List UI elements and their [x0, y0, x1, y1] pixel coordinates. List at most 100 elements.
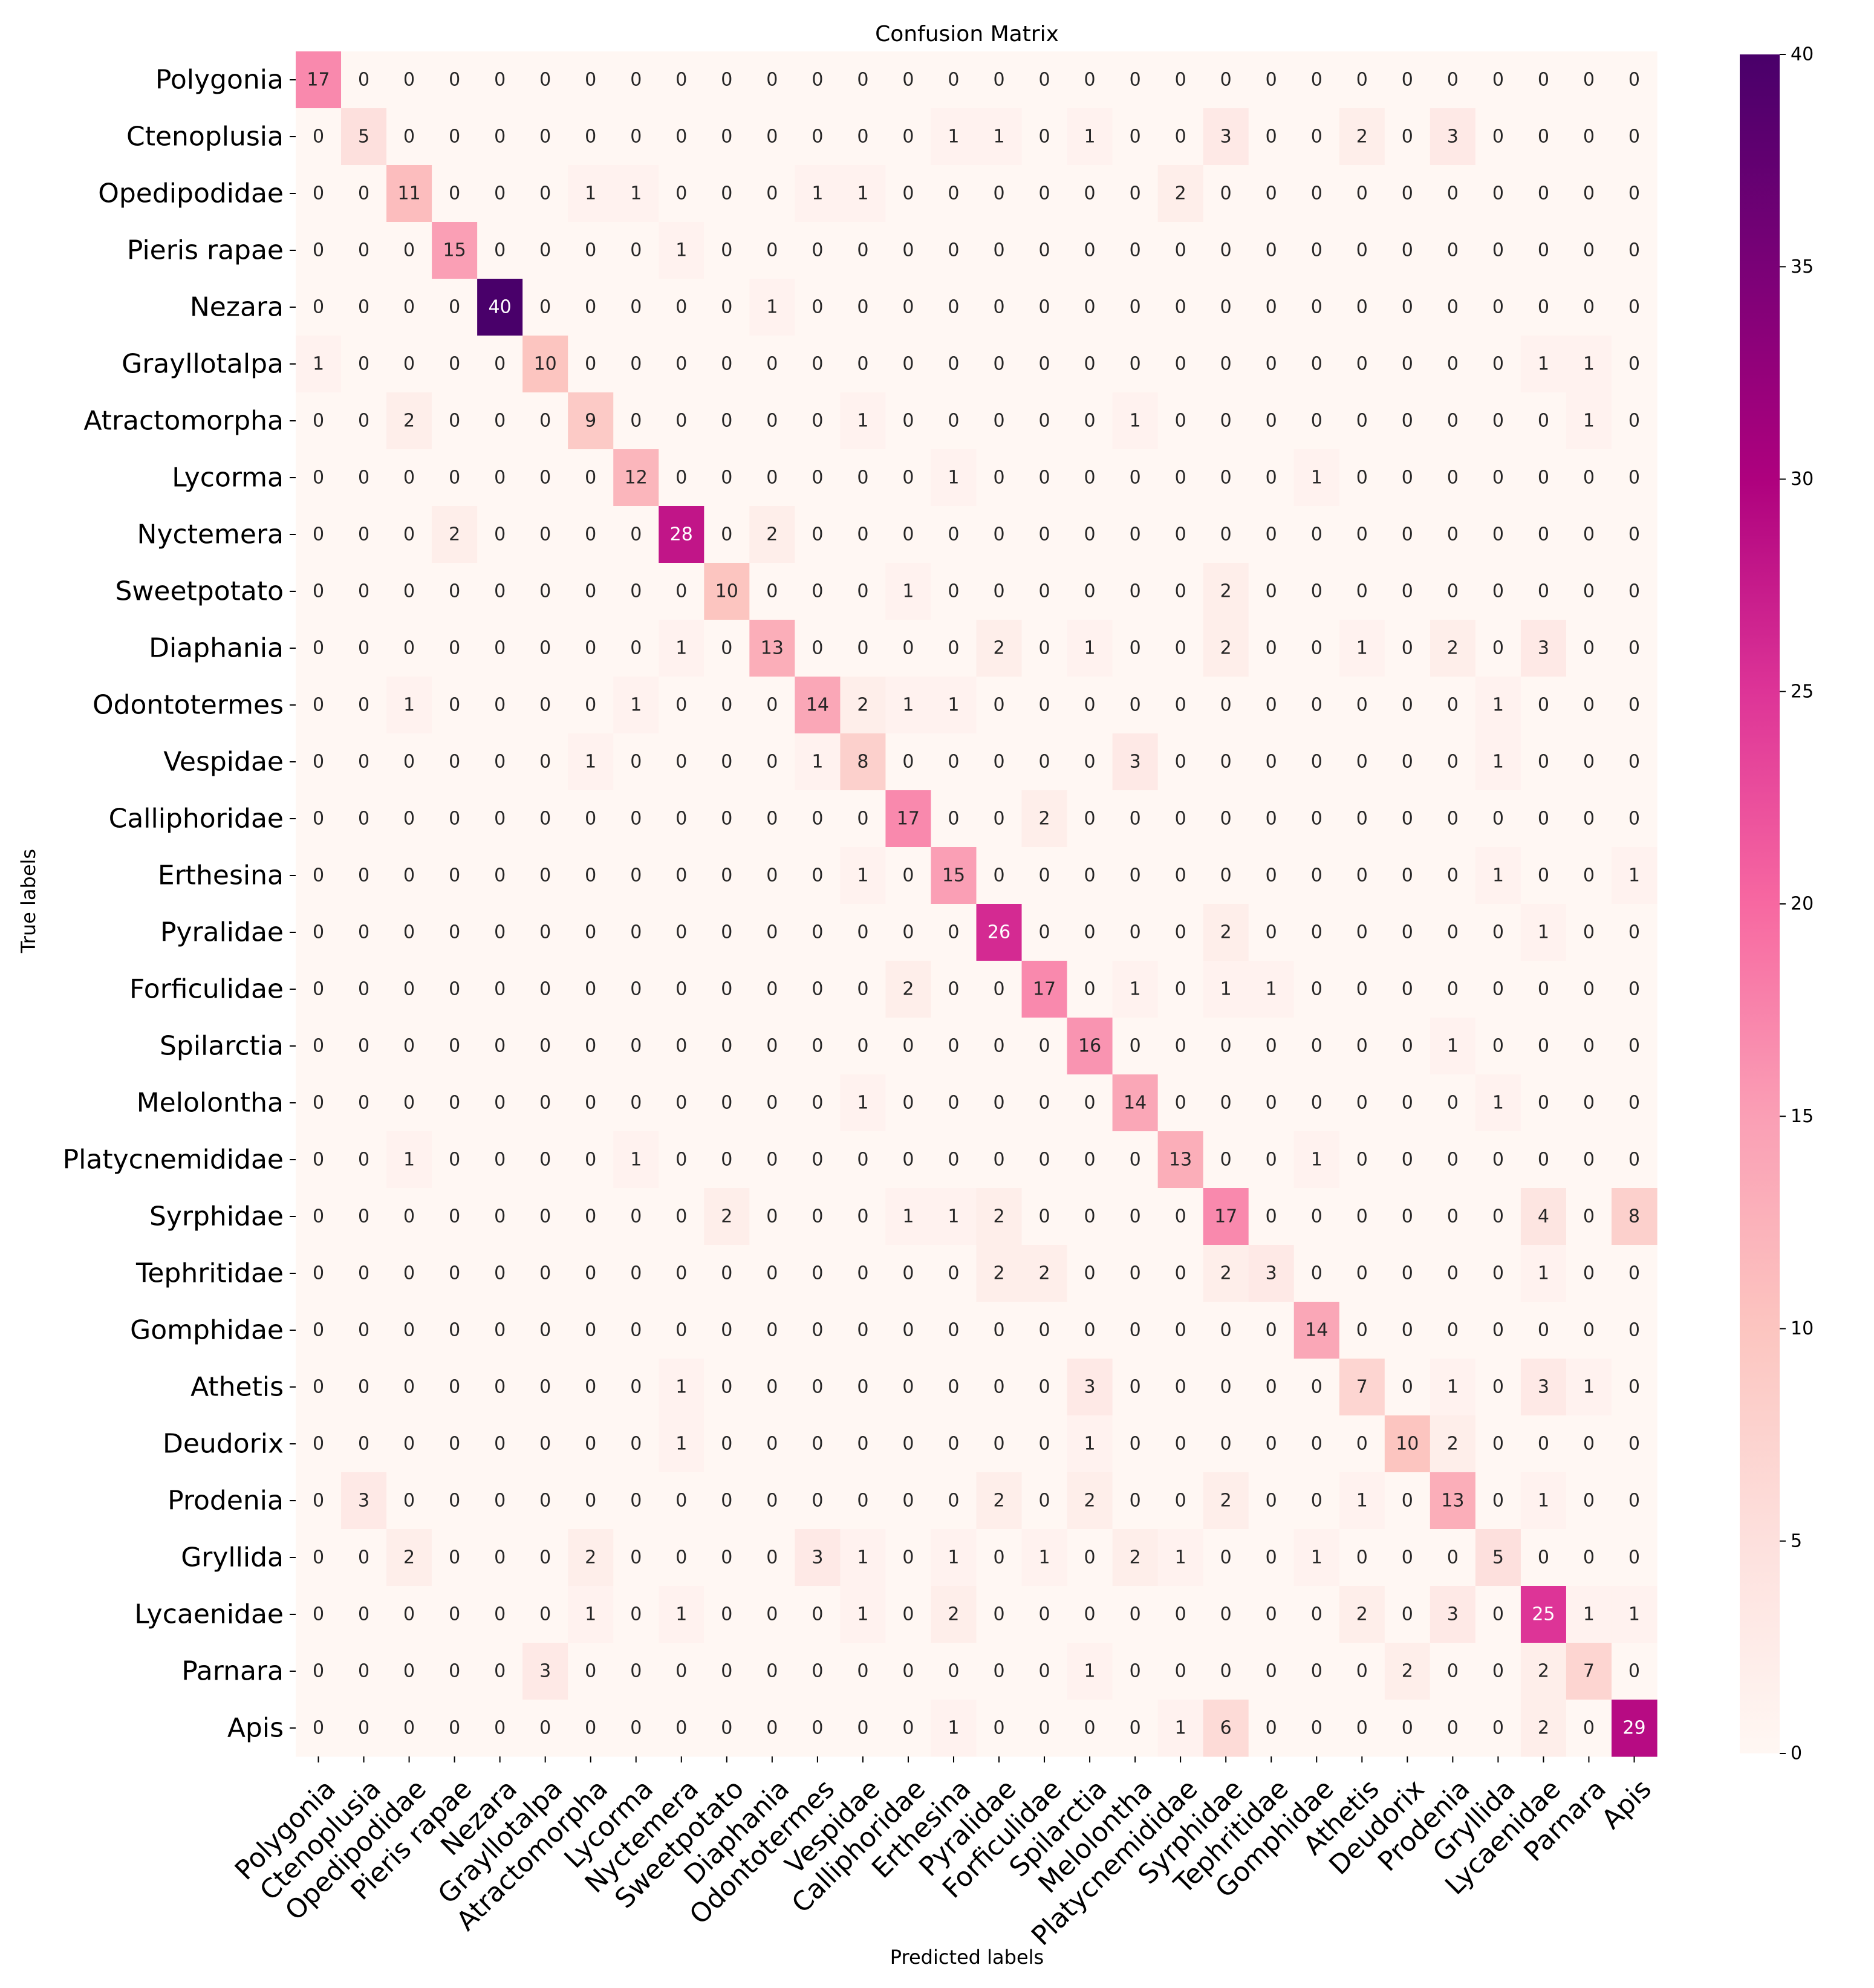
cell-value-label: 0 [1084, 297, 1096, 318]
heatmap-cell [1203, 449, 1249, 507]
heatmap-cell [1293, 1074, 1340, 1132]
cell-value-label: 0 [1175, 922, 1186, 943]
cell-value-label: 0 [494, 638, 506, 659]
cell-value-label: 0 [1175, 865, 1186, 886]
heatmap-cell [1339, 1359, 1385, 1416]
heatmap-cell [1339, 1245, 1385, 1302]
heatmap-cell [931, 506, 977, 564]
cell-value-label: 0 [449, 467, 460, 489]
y-tick-label: Odontotermes [93, 690, 284, 721]
heatmap-cell [659, 847, 704, 905]
cell-value-label: 0 [1492, 1036, 1504, 1057]
heatmap-cell [1611, 1700, 1658, 1757]
heatmap-cell [1248, 1415, 1295, 1473]
cell-value-label: 0 [1356, 183, 1368, 204]
cell-value-label: 0 [1447, 354, 1459, 375]
cell-value-label: 0 [1175, 1206, 1186, 1227]
cell-value-label: 0 [630, 1434, 642, 1455]
cell-value-label: 1 [1084, 1661, 1096, 1682]
cell-value-label: 0 [358, 70, 369, 91]
cell-value-label: 1 [948, 1206, 959, 1227]
heatmap-cell [296, 1700, 342, 1757]
cell-value-label: 0 [313, 467, 324, 489]
cell-value-label: 0 [1311, 695, 1323, 716]
cell-value-label: 0 [403, 922, 415, 943]
heatmap-cell [795, 1018, 841, 1075]
cell-value-label: 0 [449, 1149, 460, 1171]
cell-value-label: 0 [494, 1036, 506, 1057]
cell-value-label: 0 [902, 183, 914, 204]
cell-value-label: 0 [1130, 638, 1141, 659]
cell-value-label: 1 [902, 695, 914, 716]
cell-value-label: 10 [715, 581, 738, 602]
heatmap-cell [1384, 677, 1431, 734]
cell-value-label: 0 [675, 297, 687, 318]
heatmap-cell [432, 677, 478, 734]
heatmap-cell [885, 790, 932, 848]
cell-value-label: 1 [857, 865, 868, 886]
heatmap-cell [885, 1131, 932, 1189]
cell-value-label: 0 [630, 524, 642, 545]
heatmap-cell [1203, 165, 1249, 223]
cell-value-label: 0 [1175, 1093, 1186, 1114]
cell-value-label: 0 [1402, 922, 1413, 943]
heatmap-cell [795, 563, 841, 620]
cell-value-label: 0 [902, 354, 914, 375]
heatmap-cell [659, 1700, 704, 1757]
heatmap-cell [386, 108, 432, 166]
heatmap-cell [1520, 1472, 1567, 1530]
heatmap-cell [386, 51, 432, 109]
cell-value-label: 0 [1583, 581, 1595, 602]
cell-value-label: 0 [403, 1661, 415, 1682]
heatmap-cell [704, 1700, 750, 1757]
cell-value-label: 3 [1084, 1377, 1096, 1398]
y-tick-label: Parnara [181, 1656, 284, 1687]
y-tick-label: Lycorma [172, 463, 284, 493]
heatmap-cell [386, 1302, 432, 1359]
cell-value-label: 0 [857, 524, 868, 545]
heatmap-cell [704, 1131, 750, 1189]
heatmap-cell [477, 1359, 523, 1416]
cell-value-label: 0 [1084, 581, 1096, 602]
cell-value-label: 0 [1628, 126, 1640, 148]
cell-value-label: 0 [1175, 1377, 1186, 1398]
cell-value-label: 0 [1628, 581, 1640, 602]
cell-value-label: 0 [1266, 752, 1277, 773]
heatmap-cell [1520, 1188, 1567, 1246]
heatmap-cell [1067, 1131, 1113, 1189]
cell-value-label: 1 [857, 1093, 868, 1114]
heatmap-cell [931, 1302, 977, 1359]
heatmap-cell [1067, 279, 1113, 336]
heatmap-cell [795, 392, 841, 450]
cell-value-label: 0 [1402, 354, 1413, 375]
heatmap-cell [659, 506, 704, 564]
heatmap-cell [1248, 1245, 1295, 1302]
heatmap-cell [1520, 165, 1567, 223]
heatmap-cell [976, 1700, 1023, 1757]
heatmap-cell [1021, 790, 1068, 848]
heatmap-cell [1293, 1472, 1340, 1530]
cell-value-label: 2 [1220, 922, 1232, 943]
heatmap-cell [1112, 677, 1159, 734]
cell-value-label: 0 [1130, 1661, 1141, 1682]
cell-value-label: 0 [1538, 70, 1549, 91]
heatmap-cell [1157, 1359, 1204, 1416]
heatmap-cell [704, 506, 750, 564]
cell-value-label: 0 [358, 1320, 369, 1341]
cell-value-label: 0 [948, 1036, 959, 1057]
heatmap-cell [1293, 1302, 1340, 1359]
heatmap-cell [931, 1245, 977, 1302]
cell-value-label: 0 [1402, 752, 1413, 773]
colorbar-tick-label: 0 [1791, 1743, 1802, 1764]
heatmap-cell [1293, 279, 1340, 336]
heatmap-cell [976, 222, 1023, 279]
heatmap-cell [1384, 165, 1431, 223]
heatmap-cell [1293, 790, 1340, 848]
cell-value-label: 0 [1175, 752, 1186, 773]
heatmap-cell [1248, 904, 1295, 961]
cell-value-label: 0 [721, 1093, 732, 1114]
heatmap-cell [522, 1529, 568, 1587]
cell-value-label: 0 [993, 808, 1004, 830]
heatmap-cell [341, 1302, 387, 1359]
cell-value-label: 0 [902, 1377, 914, 1398]
